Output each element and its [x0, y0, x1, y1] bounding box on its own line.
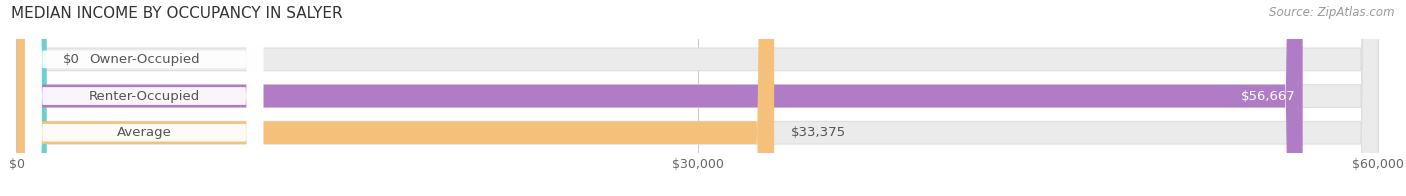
FancyBboxPatch shape: [17, 0, 1378, 196]
Text: Average: Average: [117, 126, 172, 139]
FancyBboxPatch shape: [17, 0, 775, 196]
FancyBboxPatch shape: [25, 0, 263, 196]
Text: MEDIAN INCOME BY OCCUPANCY IN SALYER: MEDIAN INCOME BY OCCUPANCY IN SALYER: [11, 6, 343, 21]
Text: Source: ZipAtlas.com: Source: ZipAtlas.com: [1270, 6, 1395, 19]
FancyBboxPatch shape: [17, 0, 1303, 196]
FancyBboxPatch shape: [17, 0, 46, 196]
Text: Renter-Occupied: Renter-Occupied: [89, 90, 200, 103]
FancyBboxPatch shape: [17, 0, 1378, 196]
Text: $56,667: $56,667: [1241, 90, 1296, 103]
FancyBboxPatch shape: [17, 0, 1378, 196]
Text: $33,375: $33,375: [790, 126, 845, 139]
FancyBboxPatch shape: [25, 0, 263, 196]
Text: $0: $0: [63, 53, 80, 66]
FancyBboxPatch shape: [25, 0, 263, 196]
Text: Owner-Occupied: Owner-Occupied: [89, 53, 200, 66]
